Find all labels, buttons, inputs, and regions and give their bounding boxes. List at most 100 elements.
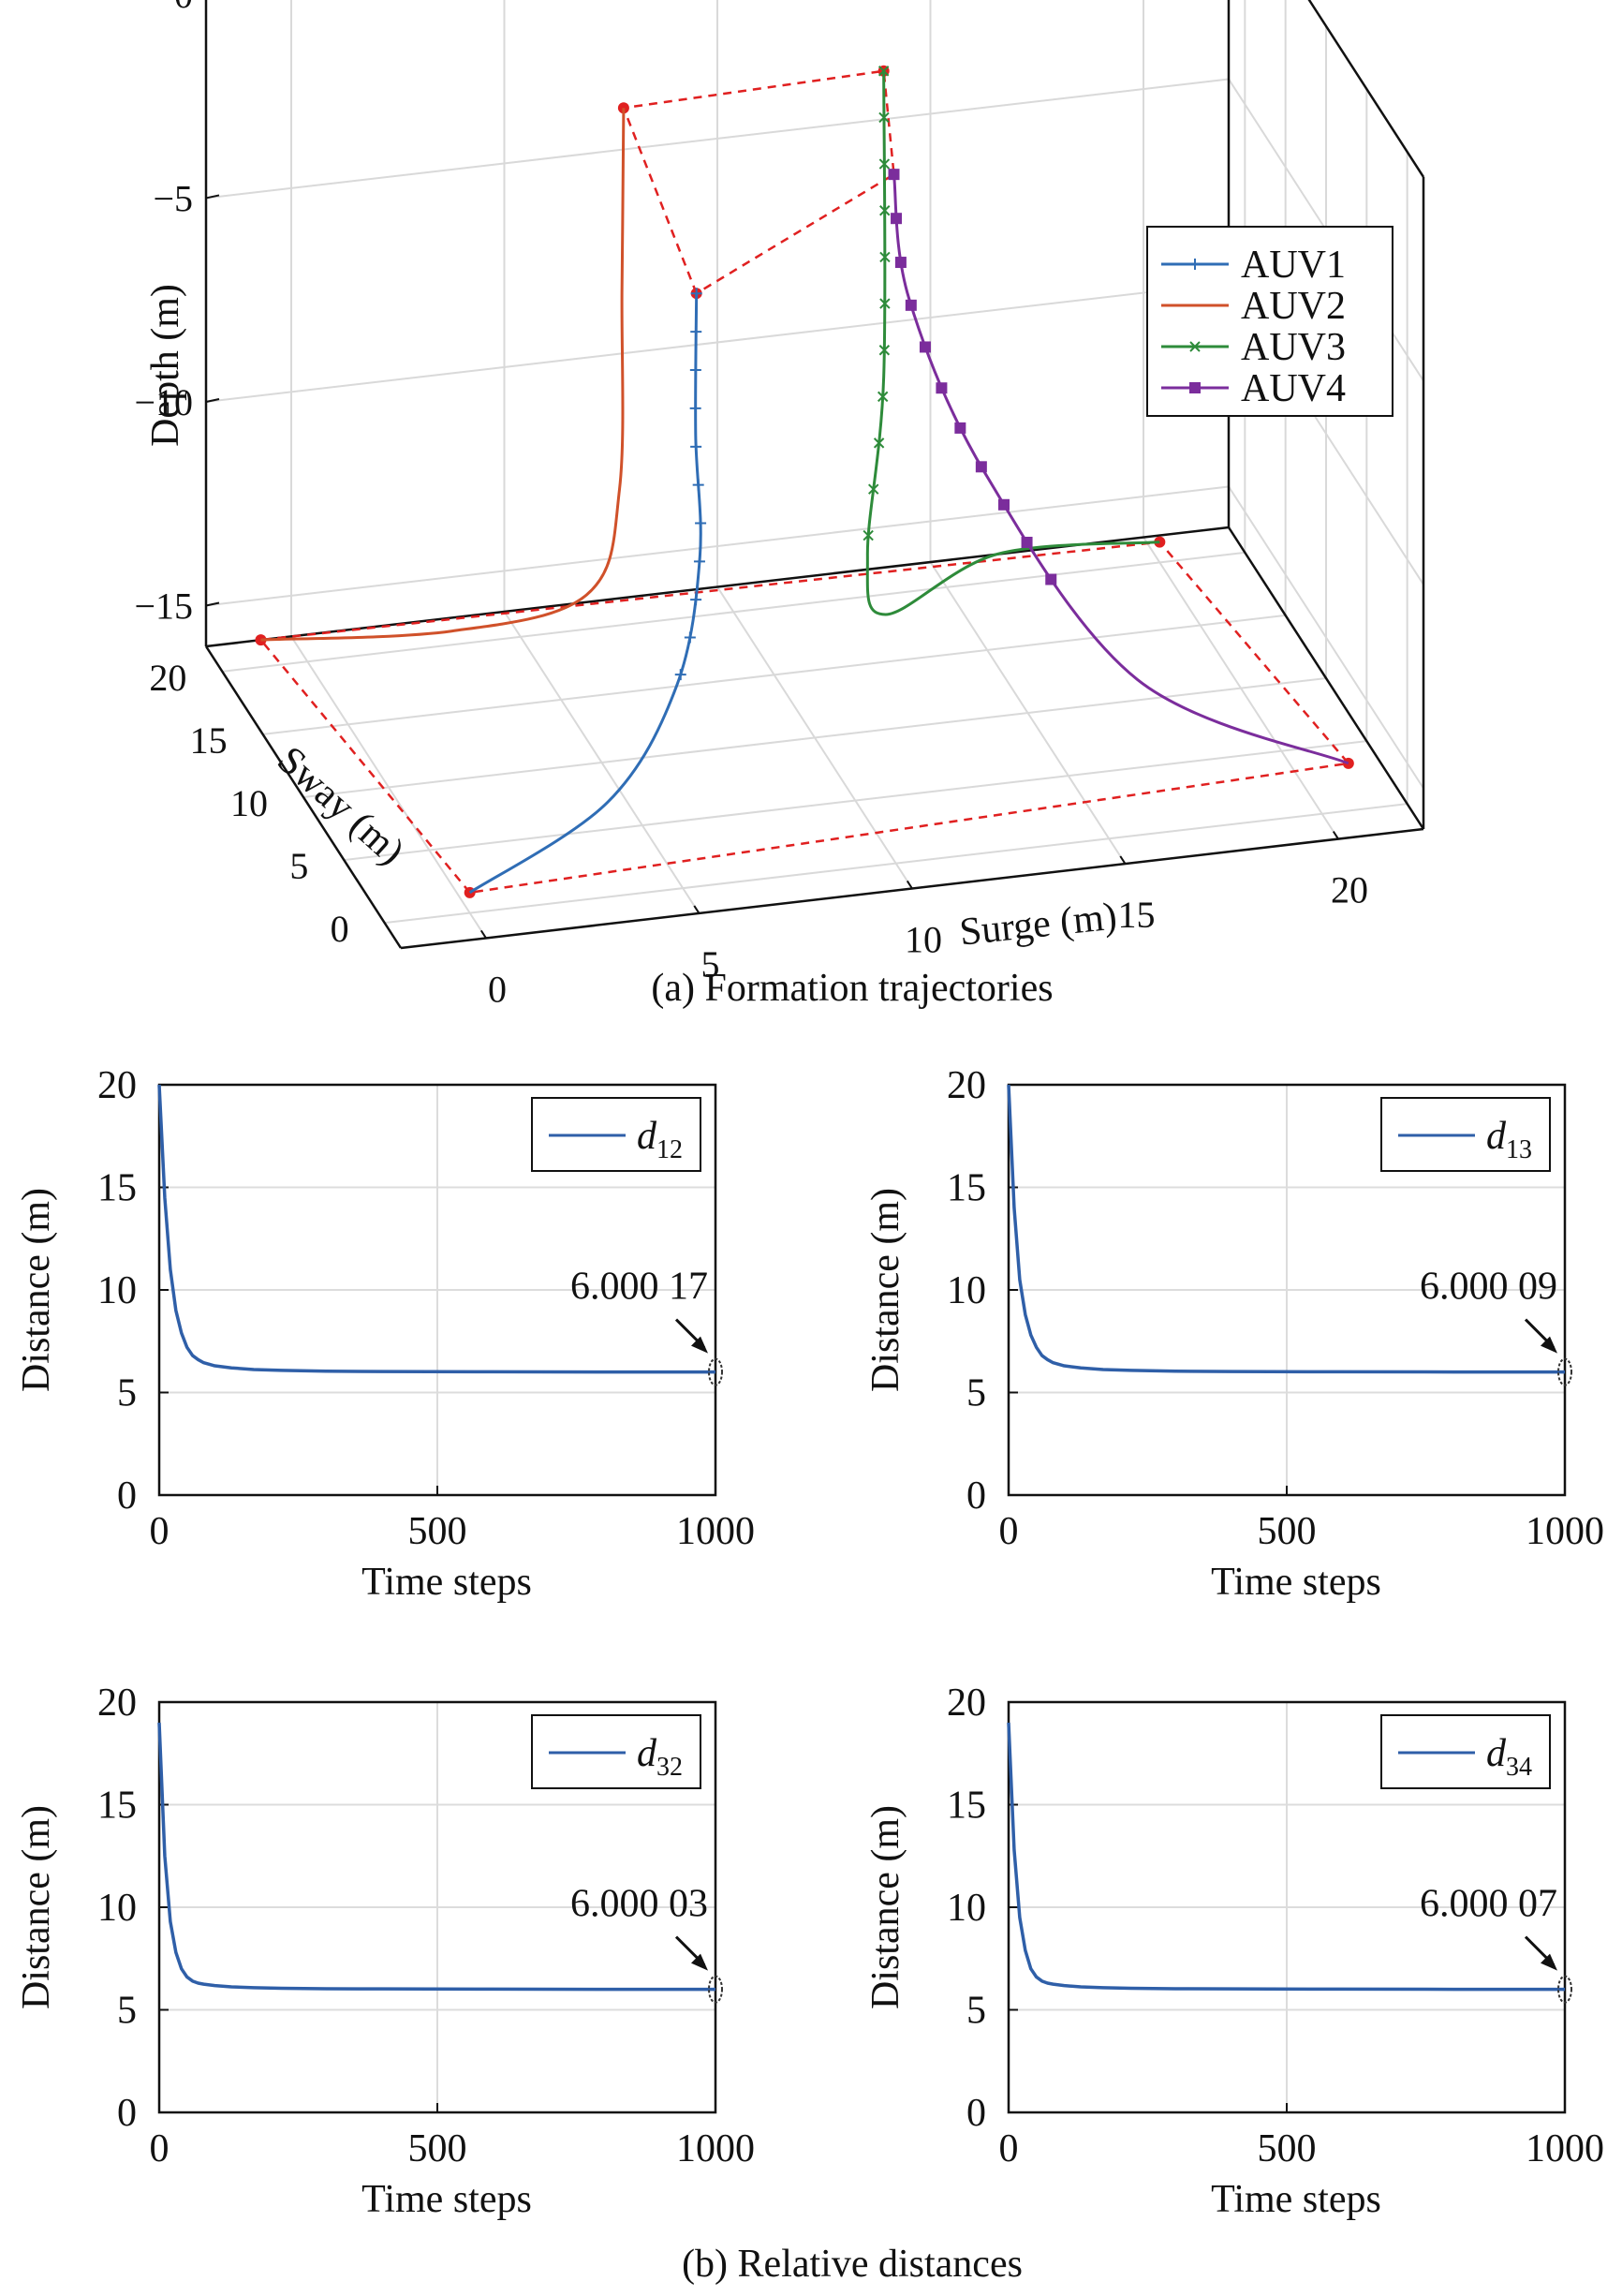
z-tick-label: −5 bbox=[153, 177, 193, 219]
trajectory-marker bbox=[1189, 341, 1201, 352]
x-tick-label: 10 bbox=[905, 919, 942, 961]
z-tick bbox=[205, 194, 220, 200]
trajectory-marker bbox=[878, 158, 891, 170]
z-tick-label: −10 bbox=[134, 381, 193, 423]
trajectory-marker bbox=[692, 479, 704, 491]
grid-line bbox=[222, 0, 1246, 673]
y-tick-label: 10 bbox=[97, 1269, 137, 1312]
y-tick-label: 5 bbox=[966, 1990, 986, 2033]
legend-label: AUV2 bbox=[1241, 285, 1346, 328]
x-tick-label: 15 bbox=[1118, 894, 1156, 936]
endpoint-marker bbox=[708, 1357, 723, 1386]
x-axis-label: Surge (m) bbox=[958, 895, 1119, 954]
x-axis-label: Time steps bbox=[361, 1561, 532, 1604]
legend-label: AUV4 bbox=[1241, 367, 1346, 410]
trajectory-marker bbox=[936, 382, 948, 394]
trajectory-marker bbox=[919, 341, 931, 353]
x-tick-label: 500 bbox=[408, 1510, 467, 1553]
trajectory-marker bbox=[878, 345, 891, 356]
y-axis-label: Distance (m) bbox=[864, 1188, 907, 1392]
y-tick-label: 0 bbox=[117, 1474, 137, 1518]
trajectory-marker bbox=[690, 288, 702, 300]
x-tick-label: 1000 bbox=[1526, 1510, 1604, 1553]
x-tick bbox=[1119, 855, 1127, 865]
trajectory-auv1 bbox=[468, 293, 702, 895]
annotation-value: 6.000 07 bbox=[1420, 1883, 1557, 1926]
trajectory-marker bbox=[879, 298, 891, 309]
trajectory-marker bbox=[975, 461, 987, 473]
z-tick-label: 0 bbox=[174, 0, 193, 16]
legend: d32 bbox=[531, 1714, 701, 1789]
y-tick-label: 10 bbox=[947, 1887, 986, 1930]
legend: d12 bbox=[531, 1097, 701, 1172]
grid-line bbox=[1307, 0, 1424, 178]
axis-box-edge bbox=[204, 645, 403, 949]
x-axis-label: Time steps bbox=[361, 2178, 532, 2221]
y-tick-label: 15 bbox=[947, 1167, 986, 1210]
y-tick-label: 5 bbox=[289, 845, 308, 887]
x-tick-label: 0 bbox=[999, 1510, 1019, 1553]
y-tick-label: 20 bbox=[97, 1681, 137, 1725]
grid-line bbox=[1143, 0, 1339, 840]
y-tick-label: 0 bbox=[966, 1474, 986, 1518]
trajectory-marker bbox=[690, 440, 702, 452]
trajectory-marker bbox=[954, 422, 966, 434]
distance-series-line bbox=[1007, 1084, 1566, 1374]
trajectory-marker bbox=[878, 111, 890, 124]
y-tick-label: 5 bbox=[966, 1372, 986, 1415]
y-axis-label: Distance (m) bbox=[15, 1188, 58, 1392]
y-tick-label: 10 bbox=[947, 1269, 986, 1312]
distance-plot-d13: 0 500 1000 0 5 10 15 20 Time steps Distance (m) 6.… bbox=[864, 1064, 1604, 1604]
y-tick-label: 0 bbox=[331, 908, 349, 950]
y-tick-label: 10 bbox=[230, 782, 268, 824]
endpoint-marker bbox=[1557, 1975, 1572, 2004]
y-tick-label: 15 bbox=[97, 1167, 137, 1210]
x-tick-label: 0 bbox=[999, 2127, 1019, 2170]
x-tick-label: 0 bbox=[150, 1510, 170, 1553]
x-tick-label: 1000 bbox=[1526, 2127, 1604, 2170]
x-tick bbox=[479, 929, 487, 939]
legend-label: AUV1 bbox=[1241, 244, 1346, 287]
trajectory-marker bbox=[1189, 382, 1201, 393]
x-tick-label: 500 bbox=[1258, 2127, 1317, 2170]
x-axis-label: Time steps bbox=[1211, 2178, 1381, 2221]
axis-box-edge bbox=[1227, 526, 1425, 830]
distance-series-line bbox=[1007, 1722, 1566, 1992]
axis-box-edge bbox=[1307, 0, 1425, 178]
trajectory-marker bbox=[689, 402, 701, 414]
caption-a: (a) Formation trajectories bbox=[651, 967, 1053, 1010]
trajectory-marker bbox=[879, 251, 891, 263]
legend-box bbox=[1146, 226, 1393, 417]
y-tick-label: 20 bbox=[149, 657, 186, 699]
annotation-arrow-head bbox=[1541, 1953, 1557, 1971]
y-tick-label: 0 bbox=[117, 2092, 137, 2135]
y-tick-label: 15 bbox=[190, 719, 228, 762]
trajectory-marker bbox=[690, 594, 702, 606]
annotation-arrow-head bbox=[1541, 1336, 1557, 1354]
y-tick-label: 5 bbox=[117, 1990, 137, 2033]
annotation-arrow-head bbox=[691, 1336, 708, 1354]
trajectory-marker bbox=[1189, 259, 1201, 270]
x-tick-label: 20 bbox=[1331, 869, 1368, 911]
trajectory-marker bbox=[998, 498, 1010, 511]
trajectory-marker bbox=[863, 529, 874, 541]
y-axis-label: Distance (m) bbox=[864, 1805, 907, 2009]
trajectory-marker bbox=[873, 437, 885, 449]
trajectory-marker bbox=[888, 169, 900, 181]
trajectory-marker bbox=[695, 517, 707, 529]
x-tick-label: 500 bbox=[1258, 1510, 1317, 1553]
x-axis-label: Time steps bbox=[1211, 1561, 1381, 1604]
annotation-value: 6.000 09 bbox=[1420, 1266, 1557, 1309]
x-tick-label: 1000 bbox=[676, 1510, 755, 1553]
z-tick-label: −15 bbox=[134, 585, 193, 627]
x-tick bbox=[693, 905, 700, 914]
z-axis-label: Depth (m) bbox=[144, 284, 187, 447]
y-tick-label: 10 bbox=[97, 1887, 137, 1930]
distance-plot-d34: 0 500 1000 0 5 10 15 20 Time steps Distance (m) 6.… bbox=[864, 1681, 1604, 2221]
caption-b: (b) Relative distances bbox=[682, 2243, 1023, 2286]
x-tick-label: 0 bbox=[150, 2127, 170, 2170]
x-tick bbox=[906, 880, 913, 890]
trajectory-marker bbox=[689, 364, 701, 377]
